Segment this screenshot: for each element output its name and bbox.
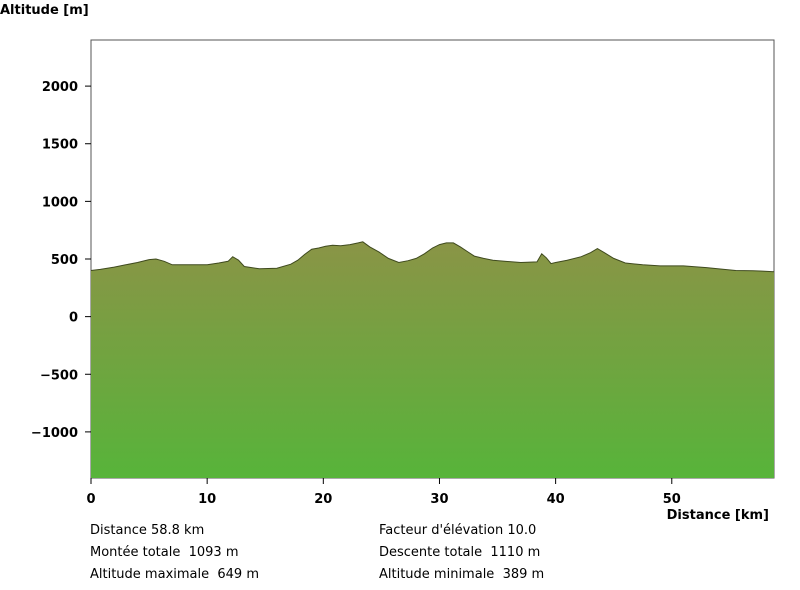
x-tick-label: 30 <box>430 492 448 507</box>
y-tick-label: 2000 <box>42 80 78 95</box>
y-tick-label: 1000 <box>42 195 78 210</box>
x-tick-label: 10 <box>198 492 216 507</box>
y-axis-title: Altitude [m] <box>0 3 89 18</box>
y-tick-label: −1000 <box>31 426 78 441</box>
x-tick-label: 50 <box>663 492 681 507</box>
y-tick-label: 0 <box>69 311 78 326</box>
x-tick-label: 40 <box>547 492 565 507</box>
stats-left-column: Distance 58.8 km Montée totale 1093 m Al… <box>90 520 259 586</box>
x-tick-label: 0 <box>86 492 95 507</box>
stats-right-column: Facteur d'élévation 10.0 Descente totale… <box>379 520 544 586</box>
total-climb-stat: Montée totale 1093 m <box>90 545 239 560</box>
elevation-factor-stat: Facteur d'élévation 10.0 <box>379 523 537 538</box>
total-descent-stat: Descente totale 1110 m <box>379 545 541 560</box>
min-altitude-stat: Altitude minimale 389 m <box>379 567 545 582</box>
y-tick-label: 500 <box>51 253 78 268</box>
x-axis-title: Distance [km] <box>667 508 769 523</box>
x-tick-label: 20 <box>314 492 332 507</box>
y-tick-label: 1500 <box>42 138 78 153</box>
y-tick-label: −500 <box>40 368 78 383</box>
elevation-line <box>90 241 775 273</box>
max-altitude-stat: Altitude maximale 649 m <box>90 567 259 582</box>
elevation-area <box>91 241 774 478</box>
distance-stat: Distance 58.8 km <box>90 523 205 538</box>
plot-area: 2000 1500 1000 500 0 −500 −1000 0 10 20 30 40 50 <box>31 39 775 507</box>
